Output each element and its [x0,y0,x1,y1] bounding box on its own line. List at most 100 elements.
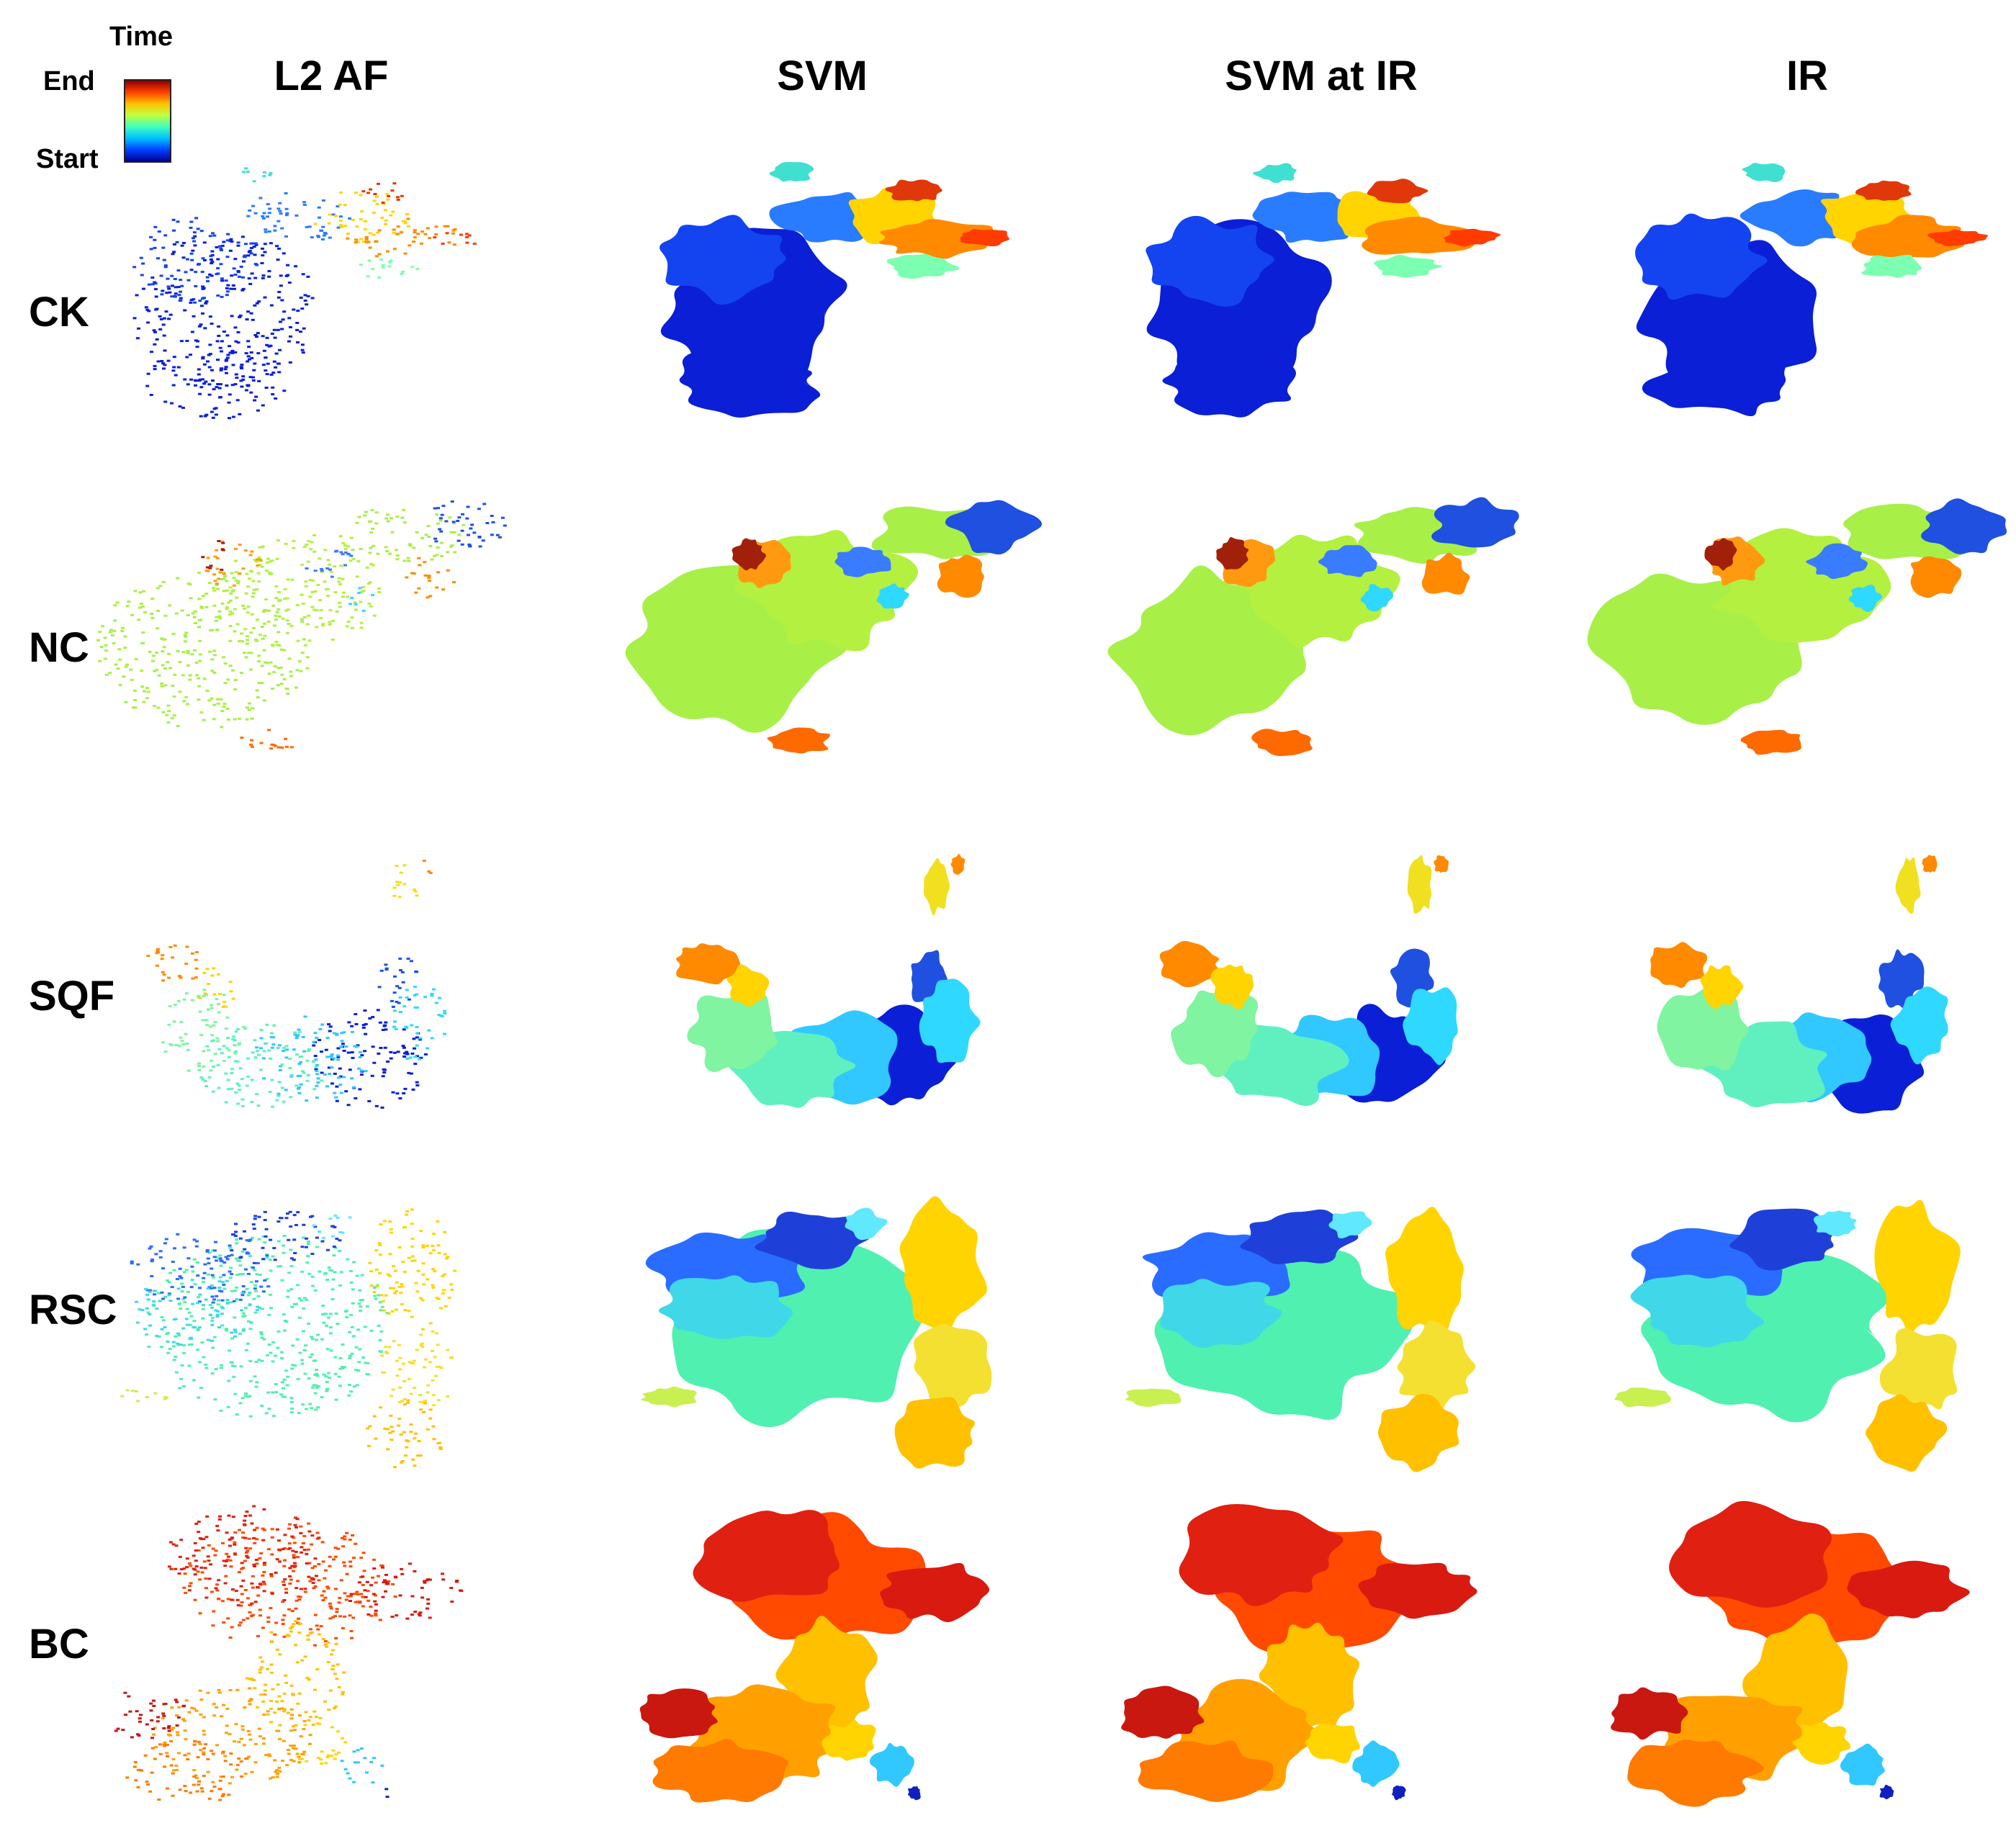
fire-detection-point [302,1297,307,1300]
burn-region [1367,179,1430,204]
fire-detection-point [282,1378,287,1381]
fire-detection-point [294,1747,298,1750]
fire-detection-point [296,1087,300,1090]
map-nc-svm [625,500,1044,754]
fire-detection-point [299,1532,303,1534]
fire-detection-point [366,1373,371,1376]
fire-detection-point [247,1537,251,1540]
fire-detection-point [338,1367,343,1370]
burn-region [1431,497,1519,548]
fire-detection-point [281,1619,285,1621]
fire-detection-point [395,1281,399,1284]
fire-detection-point [289,1729,293,1732]
fire-detection-point [307,1562,312,1565]
fire-detection-point [302,1728,306,1731]
fire-detection-point [399,1433,403,1436]
fire-detection-point [436,1220,440,1223]
fire-detection-point [253,243,258,245]
fire-detection-point [206,557,210,559]
fire-detection-point [444,520,449,523]
fire-detection-point [204,1596,209,1599]
fire-detection-point [193,244,197,247]
fire-detection-point [379,1406,382,1409]
fire-detection-point [269,1032,274,1035]
fire-detection-point [451,229,456,232]
fire-detection-point [359,590,364,593]
fire-detection-point [196,228,200,230]
fire-detection-point [446,1395,450,1398]
fire-detection-point [226,1555,230,1558]
fire-detection-point [201,285,205,288]
fire-detection-point [296,1284,300,1287]
fire-detection-point [402,1055,406,1058]
fire-detection-point [338,1385,342,1387]
fire-detection-point [441,243,445,245]
fire-detection-point [443,1012,447,1014]
fire-detection-point [309,548,313,551]
fire-detection-point [412,546,416,549]
fire-detection-point [281,617,285,620]
fire-detection-point [333,1091,337,1094]
fire-detection-point [459,1589,462,1592]
fire-detection-point [224,1005,228,1008]
fire-detection-point [201,1307,205,1310]
fire-detection-point [201,357,205,360]
fire-detection-point [262,1590,266,1593]
fire-detection-point [334,1588,338,1590]
fire-detection-point [282,1387,285,1390]
fire-detection-point [172,366,176,369]
fire-detection-point [176,577,180,580]
fire-detection-point [222,1621,226,1624]
fire-detection-point [418,1454,423,1457]
fire-detection-point [227,1254,231,1257]
fire-detection-point [168,1541,173,1544]
fire-detection-point [290,1625,294,1628]
fire-detection-point [294,1599,299,1602]
fire-detection-point [179,279,183,282]
burn-region [1669,1500,1832,1608]
fire-detection-point [234,373,238,376]
fire-detection-point [305,1237,309,1240]
fire-detection-point [217,540,221,542]
fire-detection-point [255,1381,259,1384]
fire-detection-point [216,267,220,270]
fire-detection-point [431,1244,435,1247]
fire-detection-point [170,1044,174,1047]
fire-detection-point [315,1531,320,1534]
fire-detection-point [293,1565,297,1567]
fire-detection-point [300,1070,305,1073]
fire-detection-point [339,224,343,227]
fire-detection-point [389,1050,393,1053]
column-header-ir: IR [1786,53,1828,99]
fire-detection-point [312,1224,316,1227]
fire-detection-point [217,1688,221,1691]
fire-detection-point [383,1046,387,1049]
fire-detection-point [331,213,336,216]
fire-detection-point [266,1713,270,1716]
fire-detection-point [230,1364,235,1367]
fire-detection-point [414,970,418,973]
fire-detection-point [307,1323,311,1325]
fire-detection-point [248,1292,252,1294]
fire-detection-point [334,215,338,217]
fire-detection-point [269,171,273,174]
fire-detection-point [409,1431,413,1433]
fire-detection-point [224,1328,228,1331]
fire-detection-point [340,1040,344,1043]
fire-detection-point [199,1713,203,1716]
fire-detection-point [367,1444,371,1447]
fire-detection-point [320,1240,325,1243]
fire-detection-point [292,546,296,549]
fire-detection-point [195,1790,199,1793]
fire-detection-point [287,623,291,625]
fire-detection-point [229,592,233,595]
fire-detection-point [289,1075,294,1078]
fire-detection-point [144,306,148,309]
fire-detection-point [178,1788,182,1791]
fire-detection-point [304,1711,308,1714]
fire-detection-point [157,1799,161,1801]
fire-detection-point [146,321,150,324]
fire-detection-point [204,1085,209,1087]
burn-region [1210,964,1254,1009]
fire-detection-point [413,229,417,232]
